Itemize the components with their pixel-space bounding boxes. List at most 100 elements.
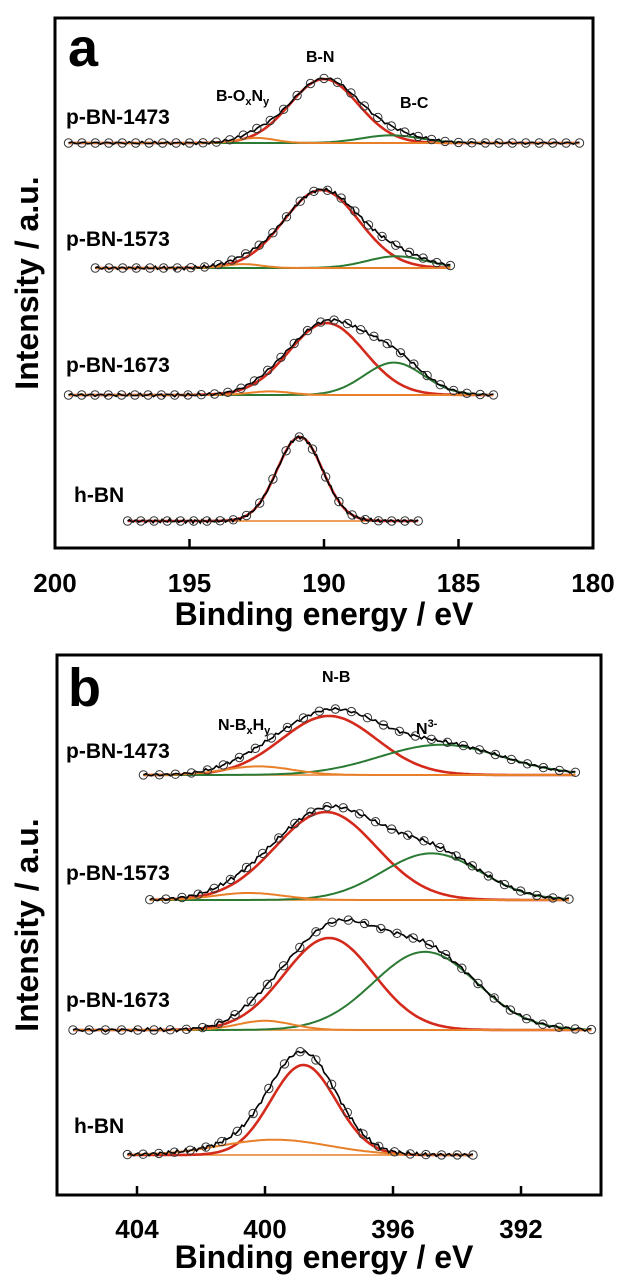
data-point [290,818,300,829]
data-point [227,255,237,265]
data-point [342,318,353,329]
data-point [457,963,467,973]
panel-b-x-ticks: 404 400 396 392 [115,1186,543,1244]
data-point [322,185,333,196]
data-point [240,249,251,259]
series-p-BN-1673 [63,315,499,400]
data-point [327,917,337,927]
series-p-BN-1573 [90,185,456,273]
data-point [376,923,386,934]
x-tick-label-185: 185 [437,568,480,598]
panel-a-x-axis-label: Binding energy / eV [175,596,474,632]
data-point [278,961,289,971]
peak-label-b-oxny: B-OxNy [216,88,270,108]
data-point [373,516,384,526]
data-point [254,240,264,250]
data-point [305,78,316,89]
data-point [175,516,186,526]
data-point [281,446,291,456]
data-point [363,220,374,230]
data-point [391,240,401,250]
data-point [548,893,558,903]
data-point [453,137,464,148]
data-point [241,510,252,521]
component-N-BxHy-p-BN-1573 [149,892,569,901]
data-point [445,260,456,271]
panel-a-letter: a [68,18,99,78]
data-point [422,370,432,381]
data-point [374,1141,384,1152]
data-point [250,743,261,753]
data-point [136,516,146,526]
data-point [586,1024,597,1035]
series-p-BN-1473 [63,73,585,148]
peak-label-b-n: B-N [306,49,334,66]
data-point [268,474,278,484]
data-point [538,1019,548,1029]
data-point [350,206,360,216]
data-point [329,315,339,325]
data-point [442,737,453,747]
data-point [373,112,383,123]
data-point [574,138,585,148]
raw-line-p-BN-1573 [149,804,570,902]
data-point [138,770,149,780]
peak-label-n-bxhy-base: N-B [218,717,246,734]
data-point [538,762,549,773]
data-point [458,740,469,751]
peak-label-b-oxny-base: B-O [216,88,245,105]
data-point [177,892,187,903]
peak-label-b-oxny-mid: N [251,88,263,105]
series-label-p-BN-1473: p-BN-1473 [66,106,170,129]
data-point [236,383,246,393]
data-point [424,939,435,950]
data-point [223,387,233,397]
data-point [189,516,199,526]
data-point [488,390,499,400]
data-point [522,759,533,769]
data-point [209,389,220,399]
data-point [149,1025,159,1035]
panel-b-x-axis-label: Binding energy / eV [175,1239,474,1275]
data-point [172,263,183,273]
data-point [255,498,265,508]
data-point [63,138,74,148]
data-point [570,767,581,777]
data-point [347,510,357,520]
data-point [263,365,273,375]
data-point [451,851,461,861]
data-point [499,879,510,890]
data-point [387,516,397,526]
data-point [246,996,256,1006]
data-point [548,138,558,148]
panel-b-letter: b [68,658,101,718]
data-point [432,257,442,268]
data-point [359,918,370,929]
data-point [356,325,366,335]
data-point [131,138,141,148]
data-point [264,1083,274,1094]
peak-label-n-b: N-B [322,669,350,686]
data-point [405,1149,415,1159]
data-point [561,138,571,148]
data-point [435,842,445,853]
data-point [408,933,418,943]
data-point [186,768,197,778]
data-point [306,807,316,817]
data-point [362,713,373,723]
data-point [467,138,477,148]
data-point [116,1025,127,1035]
data-point [282,722,293,733]
data-point [133,1025,143,1035]
data-point [426,734,437,744]
data-point [149,516,159,526]
peak-label-b-c: B-C [400,95,429,112]
data-point [295,196,305,206]
data-point [202,765,213,775]
data-point [354,809,365,819]
data-point [440,136,450,147]
data-point [169,1147,180,1157]
component-N-BxHy-p-BN-1473 [143,765,576,776]
data-point [298,713,309,723]
data-point [489,993,499,1003]
